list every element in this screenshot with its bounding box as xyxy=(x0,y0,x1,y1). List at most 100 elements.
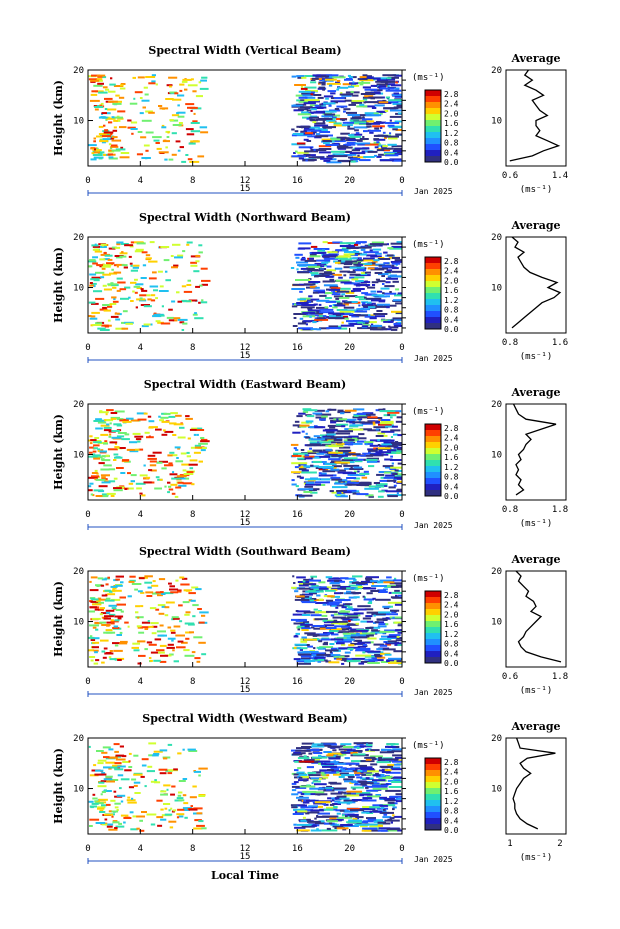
heat-cell xyxy=(159,624,164,627)
heat-cell xyxy=(304,457,313,460)
heat-cell xyxy=(364,315,377,318)
heat-cell xyxy=(305,159,308,162)
heat-cell xyxy=(336,418,339,421)
heat-cell xyxy=(90,158,97,161)
heat-cell xyxy=(165,601,175,604)
heat-cell xyxy=(201,614,206,617)
heat-cell xyxy=(171,300,176,303)
heat-cell xyxy=(168,415,176,418)
heat-cell xyxy=(291,479,295,482)
heat-cell xyxy=(108,604,118,607)
heat-cell xyxy=(374,621,379,624)
heat-cell xyxy=(298,100,309,103)
heat-cell xyxy=(320,104,326,107)
heat-cell xyxy=(365,749,375,752)
heat-cell xyxy=(384,653,392,656)
heat-cell xyxy=(304,625,310,628)
heat-cell xyxy=(391,270,402,273)
heat-cell xyxy=(175,140,181,143)
heat-cell xyxy=(167,743,173,746)
heat-cell xyxy=(301,746,312,748)
heat-cell xyxy=(94,440,102,442)
heat-cell xyxy=(336,494,341,496)
heat-cell xyxy=(133,754,139,757)
heat-cell xyxy=(151,584,159,587)
heat-cell xyxy=(314,481,330,484)
heat-cell xyxy=(342,472,357,475)
heat-cell xyxy=(340,324,355,327)
heat-cell xyxy=(306,749,320,752)
heat-cell xyxy=(322,126,336,129)
heat-cell xyxy=(395,133,402,136)
heat-cell xyxy=(111,149,121,152)
heat-cell xyxy=(295,94,307,97)
heat-cell xyxy=(136,153,143,156)
heat-cell xyxy=(106,621,114,624)
heat-cell xyxy=(387,640,397,643)
heat-cell xyxy=(139,819,143,822)
heat-cell xyxy=(190,599,196,602)
heat-cell xyxy=(385,613,398,616)
heat-cell xyxy=(198,641,206,644)
heat-cell xyxy=(307,633,320,636)
heat-cell xyxy=(386,306,390,309)
heat-cell xyxy=(342,137,356,140)
heat-cell xyxy=(190,261,197,264)
heat-cell xyxy=(337,801,353,804)
heat-cell xyxy=(301,636,307,639)
heat-cell xyxy=(296,415,303,418)
heat-cell xyxy=(91,802,99,805)
heat-cell xyxy=(329,817,337,820)
heat-cell xyxy=(303,578,309,581)
heat-cell xyxy=(146,436,154,439)
heat-cell xyxy=(103,778,113,781)
heat-cell xyxy=(367,823,383,826)
heat-cell xyxy=(317,87,324,90)
heat-cell xyxy=(130,300,134,302)
heat-cell xyxy=(186,455,191,458)
heat-cell xyxy=(294,590,299,593)
heat-cell xyxy=(324,113,336,116)
heat-cell xyxy=(98,485,108,488)
heat-cell xyxy=(343,301,352,304)
heat-cell xyxy=(201,76,208,79)
heat-cell xyxy=(92,456,103,459)
heat-cell xyxy=(357,139,363,142)
heat-cell xyxy=(355,629,369,632)
heat-cell xyxy=(111,296,117,299)
heat-cell xyxy=(169,585,175,588)
heat-cell xyxy=(296,610,311,613)
y-tick-label: 20 xyxy=(73,66,84,76)
heat-cell xyxy=(300,258,305,261)
heat-cell xyxy=(366,123,371,126)
heat-cell xyxy=(186,133,195,136)
heat-cell xyxy=(101,624,111,626)
heat-cell xyxy=(330,420,343,422)
heat-cell xyxy=(338,622,349,625)
heat-cell xyxy=(397,631,402,634)
heat-cell xyxy=(383,808,386,811)
heat-cell xyxy=(115,758,126,761)
heat-cell xyxy=(305,96,316,99)
heat-cell xyxy=(96,264,103,267)
heat-cell xyxy=(313,802,326,805)
heat-cell xyxy=(90,282,97,285)
heat-cell xyxy=(324,271,332,274)
heatmap-cells xyxy=(88,408,402,498)
heat-cell xyxy=(148,469,153,472)
heat-cell xyxy=(143,481,152,484)
heat-cell xyxy=(382,283,385,285)
heat-cell xyxy=(291,305,298,308)
heat-cell xyxy=(160,654,169,657)
heat-cell xyxy=(304,660,316,662)
heat-cell xyxy=(344,605,350,608)
heat-cell xyxy=(387,83,395,86)
heat-cell xyxy=(113,459,117,461)
heat-cell xyxy=(311,745,325,748)
heat-cell xyxy=(299,290,303,293)
heatmap-cells xyxy=(88,74,402,164)
heat-cell xyxy=(318,86,326,89)
heat-cell xyxy=(106,611,111,614)
heat-cell xyxy=(310,829,322,832)
panel-title: Spectral Width (Northward Beam) xyxy=(139,211,351,224)
